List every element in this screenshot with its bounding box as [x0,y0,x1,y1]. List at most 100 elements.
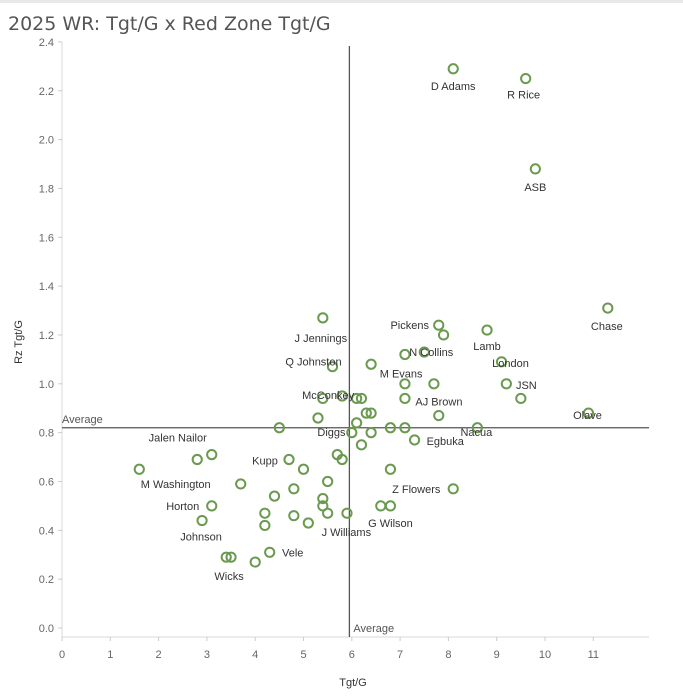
point-diggs [355,439,368,451]
point-unlabeled [259,507,271,519]
point-unlabeled [399,378,411,390]
point-unlabeled [365,427,377,439]
y-tick-label: 0.2 [39,574,54,586]
point-unlabeled [288,510,300,522]
x-tick-label: 8 [445,649,451,661]
label-nacua: Nacua [460,427,493,439]
point-wicks [225,551,237,563]
label-q-johnston: Q Johnston [285,357,341,369]
x-tick-label: 5 [300,649,306,661]
point-m-washington [235,478,247,490]
point-chase [602,302,614,314]
point-unlabeled [322,507,334,519]
x-average-label: Average [353,623,394,635]
plot-frame [61,42,649,638]
label-kupp: Kupp [252,456,278,468]
point-unlabeled [288,483,300,495]
y-axis-ticks: 0.0 0.2 0.4 0.6 0.8 1.0 1.2 1.4 1.6 1.8 2.0 2.2 2.4 [39,37,62,635]
point-d-adams [447,63,459,75]
point-labels: D Adams R Rice ASB Chase J Jennings Pickens La… [141,81,623,583]
point-lamb [481,324,493,336]
point-jalen-nailor [206,449,218,461]
label-vele: Vele [282,547,303,559]
label-chase: Chase [591,321,623,333]
point-unlabeled [297,463,310,475]
label-n-collins: N Collins [409,347,454,359]
label-j-jennings: J Jennings [295,333,348,345]
label-aj-brown: AJ Brown [415,396,462,408]
point-unlabeled [317,492,329,505]
y-tick-label: 2.2 [39,86,54,98]
label-j-williams: J Williams [322,527,372,539]
x-tick-label: 10 [539,649,551,661]
label-g-wilson: G Wilson [368,518,413,530]
point-j-williams [302,517,314,529]
y-tick-label: 0.4 [39,525,54,537]
point-pickens [433,319,445,331]
x-axis-title: Tgt/G [339,677,367,689]
y-tick-label: 1.6 [39,232,54,244]
x-tick-label: 4 [252,649,258,661]
label-mcconkey: McConkey [302,390,354,402]
point-asb [529,163,541,175]
point-unlabeled [259,519,271,532]
label-d-adams: D Adams [431,81,476,93]
point-unlabeled [268,490,281,502]
point-nacua [471,422,483,434]
point-mcconkey [336,390,348,402]
label-diggs: Diggs [317,427,346,439]
point-kupp [283,453,295,466]
point-unlabeled [399,348,411,361]
point-unlabeled [249,556,261,568]
point-unlabeled [220,551,232,563]
y-tick-label: 0.6 [39,476,54,488]
point-aj-brown [399,392,411,405]
point-horton [206,500,218,512]
point-unlabeled [384,422,397,434]
label-jalen-nailor: Jalen Nailor [149,433,207,445]
point-unlabeled [375,500,387,512]
label-z-flowers: Z Flowers [392,484,441,496]
point-unlabeled [133,463,145,475]
point-r-rice [520,72,532,85]
point-unlabeled [360,407,372,419]
point-unlabeled [346,427,358,439]
point-unlabeled [437,329,450,341]
point-johnson [196,514,208,527]
point-n-collins [418,346,430,358]
top-border [0,0,683,3]
point-unlabeled [351,392,363,405]
x-tick-label: 9 [494,649,500,661]
label-olave: Olave [573,410,602,422]
label-pickens: Pickens [390,320,429,332]
point-unlabeled [273,422,285,434]
point-q-johnston [326,361,339,373]
label-r-rice: R Rice [507,90,540,102]
label-jsn: JSN [516,380,537,392]
point-unlabeled [515,392,527,405]
label-egbuka: Egbuka [427,436,465,448]
y-tick-label: 1.2 [39,330,54,342]
label-johnson: Johnson [180,532,222,544]
label-horton: Horton [166,501,199,513]
y-tick-label: 1.8 [39,183,54,195]
x-tick-label: 7 [397,649,403,661]
x-tick-label: 11 [588,649,599,661]
chart-title: 2025 WR: Tgt/G x Red Zone Tgt/G [8,13,331,35]
y-tick-label: 0.8 [39,428,54,440]
point-m-evans [365,358,377,370]
point-j-jennings [317,312,329,324]
x-tick-label: 1 [107,649,113,661]
point-unlabeled [336,453,348,466]
point-jsn [500,378,512,390]
x-tick-label: 6 [349,649,355,661]
label-m-washington: M Washington [141,479,211,491]
point-g-wilson [384,500,397,512]
point-london [495,356,508,368]
point-unlabeled [384,463,397,475]
point-unlabeled [433,409,445,422]
y-tick-label: 2.0 [39,135,54,147]
x-tick-label: 2 [156,649,162,661]
x-tick-label: 0 [59,649,65,661]
